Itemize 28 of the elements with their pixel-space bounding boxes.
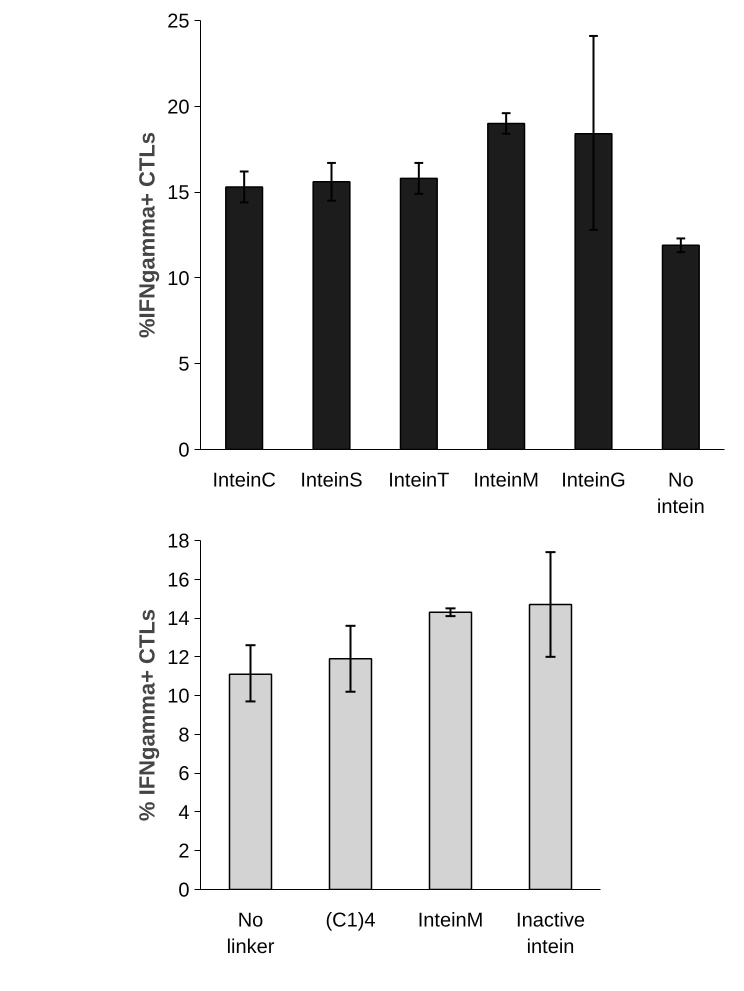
y-tick-label: 0 <box>178 440 190 462</box>
x-tick-label: InteinG <box>561 470 626 492</box>
y-tick-label: 10 <box>167 686 190 708</box>
y-tick-label: 2 <box>178 840 190 863</box>
y-tick-label: 0 <box>178 880 190 902</box>
x-tick-label: InteinM <box>418 910 484 932</box>
x-tick-label: Inactive intein <box>516 910 585 958</box>
x-tick-label: InteinT <box>388 470 450 492</box>
y-tick-label: 10 <box>167 268 190 290</box>
y-tick-label: 8 <box>178 724 190 746</box>
y-tick-label: 18 <box>167 530 190 552</box>
y-tick-label: 4 <box>178 802 190 824</box>
y-tick-label: 14 <box>167 608 190 630</box>
y-tick-label: 20 <box>167 96 190 118</box>
y-tick-label: 5 <box>178 354 190 376</box>
x-tick-label: InteinS <box>300 470 363 492</box>
y-tick-label: 12 <box>167 646 190 669</box>
x-tick-label: No intein <box>656 470 705 518</box>
y-axis-title: %IFNgamma+ CTLs <box>134 132 160 338</box>
x-tick-label: (C1)4 <box>325 910 376 932</box>
y-axis-title: % IFNgamma+ CTLs <box>134 608 160 822</box>
y-tick-label: 15 <box>167 182 190 204</box>
y-tick-label: 6 <box>178 763 190 786</box>
y-tick-label: 25 <box>167 10 190 32</box>
x-tick-label: No linker <box>226 910 275 958</box>
x-tick-label: InteinM <box>473 470 539 492</box>
x-tick-label: InteinC <box>212 470 276 492</box>
y-tick-label: 16 <box>167 569 190 592</box>
